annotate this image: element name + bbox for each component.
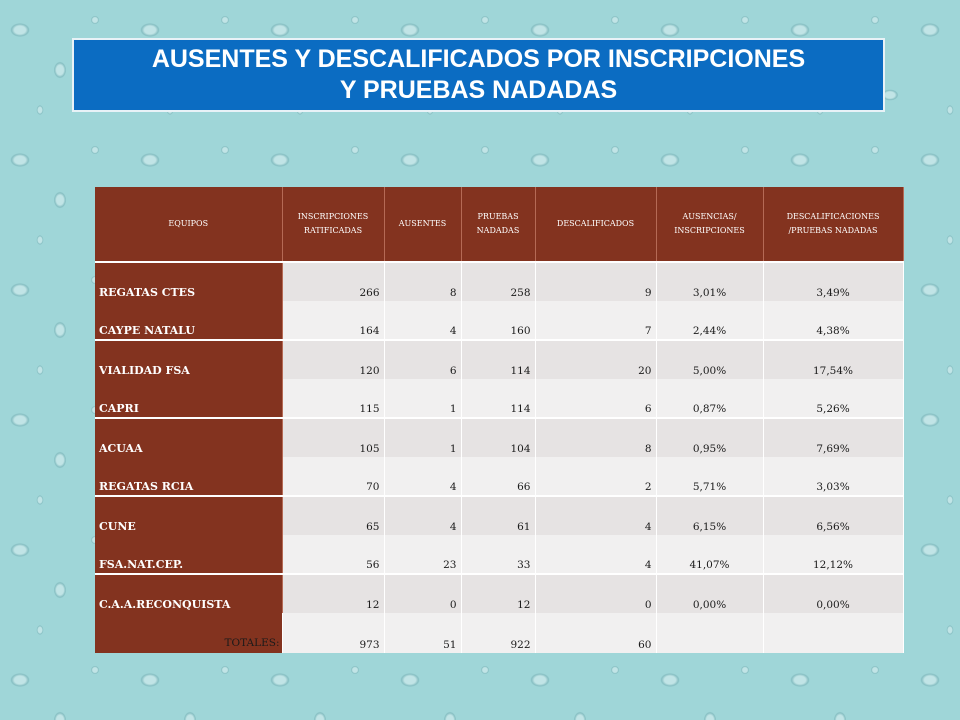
pruebas-cell: 114 <box>461 379 536 418</box>
descalificados-cell: 20 <box>535 339 657 379</box>
table-row: ACUAA 105 1 104 8 0,95% 7,69% <box>95 417 904 457</box>
header-descalificaciones-pct: DESCALIFICACIONES/PRUEBAS NADADAS <box>763 187 904 262</box>
inscripciones-cell: 115 <box>282 379 385 418</box>
totals-label: TOTALES: <box>95 613 283 653</box>
pruebas-cell: 160 <box>461 301 536 340</box>
ausencias-pct-cell: 5,00% <box>656 339 764 379</box>
inscripciones-cell: 12 <box>282 573 385 613</box>
ausentes-cell: 0 <box>384 573 462 613</box>
header-ausencias-pct: AUSENCIAS/INSCRIPCIONES <box>656 187 764 262</box>
descalificados-cell: 4 <box>535 495 657 535</box>
ausencias-pct-cell: 6,15% <box>656 495 764 535</box>
ausentes-cell: 8 <box>384 261 462 301</box>
results-table: EQUIPOS INSCRIPCIONES RATIFICADAS AUSENTE… <box>95 187 904 653</box>
descalificaciones-pct-cell: 0,00% <box>763 573 904 613</box>
totals-row: TOTALES: 973 51 922 60 <box>95 613 904 653</box>
total-pruebas: 922 <box>461 613 536 653</box>
team-name: REGATAS RCIA <box>95 457 283 496</box>
inscripciones-cell: 70 <box>282 457 385 496</box>
table-row: FSA.NAT.CEP. 56 23 33 4 41,07% 12,12% <box>95 535 904 574</box>
team-name: CAPRI <box>95 379 283 418</box>
descalificaciones-pct-cell: 3,49% <box>763 261 904 301</box>
team-name: ACUAA <box>95 417 283 457</box>
ausentes-cell: 1 <box>384 379 462 418</box>
inscripciones-cell: 56 <box>282 535 385 574</box>
page-title: AUSENTES Y DESCALIFICADOS POR INSCRIPCIO… <box>72 38 885 112</box>
table-row: CAPRI 115 1 114 6 0,87% 5,26% <box>95 379 904 418</box>
header-inscripciones: INSCRIPCIONES RATIFICADAS <box>282 187 385 262</box>
team-name: FSA.NAT.CEP. <box>95 535 283 574</box>
ausentes-cell: 4 <box>384 495 462 535</box>
team-name: C.A.A.RECONQUISTA <box>95 573 283 613</box>
page-title-line-1: AUSENTES Y DESCALIFICADOS POR INSCRIPCIO… <box>151 45 806 73</box>
team-name: REGATAS CTES <box>95 261 283 301</box>
ausencias-pct-cell: 0,87% <box>656 379 764 418</box>
ausencias-pct-cell: 0,00% <box>656 573 764 613</box>
descalificaciones-pct-cell: 3,03% <box>763 457 904 496</box>
table-row: VIALIDAD FSA 120 6 114 20 5,00% 17,54% <box>95 339 904 379</box>
descalificados-cell: 0 <box>535 573 657 613</box>
descalificados-cell: 4 <box>535 535 657 574</box>
total-descalificados: 60 <box>535 613 657 653</box>
ausencias-pct-cell: 5,71% <box>656 457 764 496</box>
team-name: CAYPE NATALU <box>95 301 283 340</box>
descalificados-cell: 2 <box>535 457 657 496</box>
inscripciones-cell: 105 <box>282 417 385 457</box>
table-row: CUNE 65 4 61 4 6,15% 6,56% <box>95 495 904 535</box>
pruebas-cell: 12 <box>461 573 536 613</box>
descalificaciones-pct-cell: 5,26% <box>763 379 904 418</box>
header-pruebas: PRUEBAS NADADAS <box>461 187 536 262</box>
total-descalificaciones-pct <box>763 613 904 653</box>
team-name: VIALIDAD FSA <box>95 339 283 379</box>
ausencias-pct-cell: 41,07% <box>656 535 764 574</box>
descalificados-cell: 9 <box>535 261 657 301</box>
ausencias-pct-cell: 2,44% <box>656 301 764 340</box>
total-ausencias-pct <box>656 613 764 653</box>
descalificaciones-pct-cell: 12,12% <box>763 535 904 574</box>
pruebas-cell: 66 <box>461 457 536 496</box>
ausentes-cell: 1 <box>384 417 462 457</box>
header-ausentes: AUSENTES <box>384 187 462 262</box>
inscripciones-cell: 266 <box>282 261 385 301</box>
total-inscripciones: 973 <box>282 613 385 653</box>
ausencias-pct-cell: 3,01% <box>656 261 764 301</box>
pruebas-cell: 258 <box>461 261 536 301</box>
ausentes-cell: 23 <box>384 535 462 574</box>
pruebas-cell: 61 <box>461 495 536 535</box>
header-equipos: EQUIPOS <box>95 187 283 262</box>
ausentes-cell: 6 <box>384 339 462 379</box>
inscripciones-cell: 120 <box>282 339 385 379</box>
table-row: CAYPE NATALU 164 4 160 7 2,44% 4,38% <box>95 301 904 340</box>
descalificaciones-pct-cell: 17,54% <box>763 339 904 379</box>
ausentes-cell: 4 <box>384 457 462 496</box>
pruebas-cell: 33 <box>461 535 536 574</box>
descalificados-cell: 6 <box>535 379 657 418</box>
pruebas-cell: 114 <box>461 339 536 379</box>
team-name: CUNE <box>95 495 283 535</box>
table-row: REGATAS RCIA 70 4 66 2 5,71% 3,03% <box>95 457 904 496</box>
total-ausentes: 51 <box>384 613 462 653</box>
pruebas-cell: 104 <box>461 417 536 457</box>
page-title-line-2: Y PRUEBAS NADADAS <box>339 76 618 104</box>
header-descalificados: DESCALIFICADOS <box>535 187 657 262</box>
inscripciones-cell: 164 <box>282 301 385 340</box>
descalificaciones-pct-cell: 6,56% <box>763 495 904 535</box>
table-row: C.A.A.RECONQUISTA 12 0 12 0 0,00% 0,00% <box>95 573 904 613</box>
descalificaciones-pct-cell: 4,38% <box>763 301 904 340</box>
inscripciones-cell: 65 <box>282 495 385 535</box>
descalificados-cell: 8 <box>535 417 657 457</box>
table-header-row: EQUIPOS INSCRIPCIONES RATIFICADAS AUSENTE… <box>95 187 904 262</box>
table-row: REGATAS CTES 266 8 258 9 3,01% 3,49% <box>95 261 904 301</box>
ausencias-pct-cell: 0,95% <box>656 417 764 457</box>
descalificaciones-pct-cell: 7,69% <box>763 417 904 457</box>
ausentes-cell: 4 <box>384 301 462 340</box>
descalificados-cell: 7 <box>535 301 657 340</box>
